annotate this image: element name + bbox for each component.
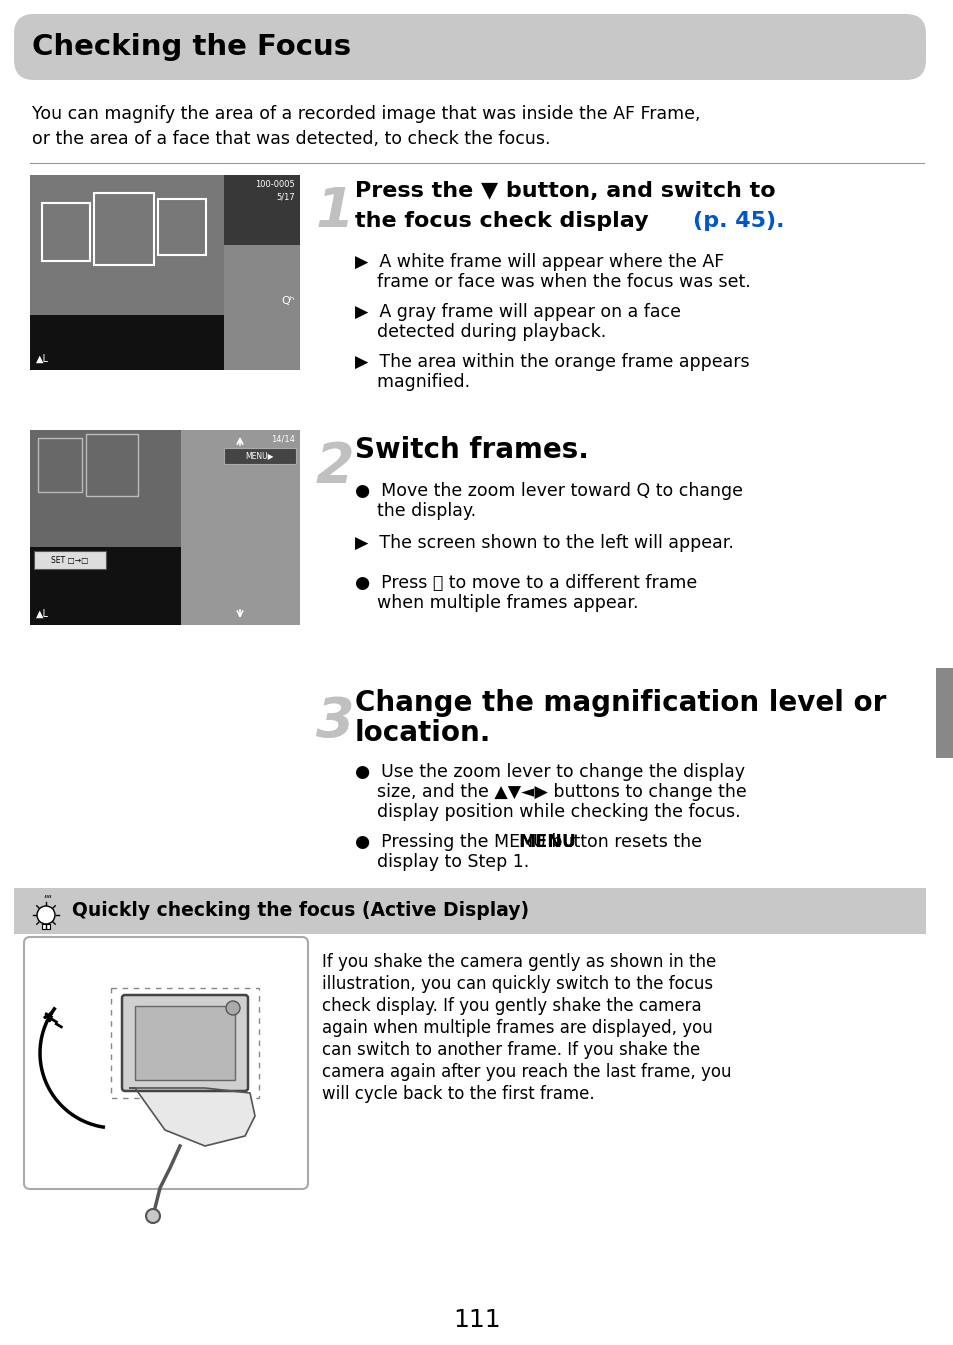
Text: ●  Move the zoom lever toward Q to change: ● Move the zoom lever toward Q to change xyxy=(355,482,742,500)
Text: Checking the Focus: Checking the Focus xyxy=(32,34,351,61)
Text: ▲L: ▲L xyxy=(36,354,49,364)
Bar xyxy=(30,430,181,547)
Text: check display. If you gently shake the camera: check display. If you gently shake the c… xyxy=(322,997,700,1015)
Text: 100-0005: 100-0005 xyxy=(255,180,294,190)
Text: Press the ▼ button, and switch to: Press the ▼ button, and switch to xyxy=(355,182,775,200)
Bar xyxy=(30,547,181,625)
Bar xyxy=(42,203,90,261)
Bar xyxy=(86,434,138,496)
Text: MENU: MENU xyxy=(517,833,576,851)
FancyBboxPatch shape xyxy=(14,13,925,79)
Bar xyxy=(30,430,299,625)
Text: frame or face was when the focus was set.: frame or face was when the focus was set… xyxy=(355,273,750,291)
Text: 14/14: 14/14 xyxy=(271,434,294,444)
Text: MENU▶: MENU▶ xyxy=(246,452,274,460)
Bar xyxy=(14,888,925,933)
Text: location.: location. xyxy=(355,720,491,746)
Text: again when multiple frames are displayed, you: again when multiple frames are displayed… xyxy=(322,1020,712,1037)
Bar xyxy=(94,192,153,265)
Bar xyxy=(34,551,106,569)
Text: size, and the ▲▼◄▶ buttons to change the: size, and the ▲▼◄▶ buttons to change the xyxy=(355,783,746,802)
Text: magnified.: magnified. xyxy=(355,373,470,391)
Text: If you shake the camera gently as shown in the: If you shake the camera gently as shown … xyxy=(322,954,716,971)
FancyBboxPatch shape xyxy=(122,995,248,1091)
Bar xyxy=(158,199,206,256)
Text: You can magnify the area of a recorded image that was inside the AF Frame,
or th: You can magnify the area of a recorded i… xyxy=(32,105,700,148)
Text: will cycle back to the first frame.: will cycle back to the first frame. xyxy=(322,1085,594,1103)
Bar xyxy=(224,245,299,370)
Text: ●  Use the zoom lever to change the display: ● Use the zoom lever to change the displ… xyxy=(355,763,744,781)
Text: the display.: the display. xyxy=(355,502,476,521)
Text: ●  Press Ⓛ to move to a different frame: ● Press Ⓛ to move to a different frame xyxy=(355,574,697,592)
Text: detected during playback.: detected during playback. xyxy=(355,323,605,342)
Text: Qʰ: Qʰ xyxy=(281,296,294,305)
Text: 5/17: 5/17 xyxy=(276,192,294,200)
Circle shape xyxy=(146,1209,160,1223)
Bar xyxy=(38,438,82,492)
Bar xyxy=(30,175,224,315)
Bar xyxy=(42,924,50,929)
Text: can switch to another frame. If you shake the: can switch to another frame. If you shak… xyxy=(322,1041,700,1059)
Text: 2: 2 xyxy=(315,440,355,494)
Text: camera again after you reach the last frame, you: camera again after you reach the last fr… xyxy=(322,1063,731,1081)
Text: 3: 3 xyxy=(315,695,355,749)
Text: Switch frames.: Switch frames. xyxy=(355,436,588,464)
Text: Quickly checking the focus (Active Display): Quickly checking the focus (Active Displ… xyxy=(71,901,529,920)
FancyBboxPatch shape xyxy=(24,937,308,1189)
Text: ▶  The screen shown to the left will appear.: ▶ The screen shown to the left will appe… xyxy=(355,534,733,551)
Bar xyxy=(30,175,299,370)
Text: (p. 45).: (p. 45). xyxy=(692,211,783,231)
Circle shape xyxy=(226,1001,240,1015)
Polygon shape xyxy=(130,1088,254,1146)
Text: display position while checking the focus.: display position while checking the focu… xyxy=(355,803,740,820)
Text: ●  Pressing the MENU button resets the: ● Pressing the MENU button resets the xyxy=(355,833,701,851)
Text: ʺʺ: ʺʺ xyxy=(44,896,52,907)
Text: ▶  A gray frame will appear on a face: ▶ A gray frame will appear on a face xyxy=(355,303,680,321)
Bar xyxy=(111,989,258,1098)
Text: the focus check display: the focus check display xyxy=(355,211,656,231)
Text: ▶  A white frame will appear where the AF: ▶ A white frame will appear where the AF xyxy=(355,253,723,270)
Circle shape xyxy=(37,907,55,924)
Bar xyxy=(935,668,953,759)
Text: when multiple frames appear.: when multiple frames appear. xyxy=(355,594,638,612)
Bar xyxy=(224,448,295,464)
Bar xyxy=(181,430,299,625)
Text: SET □→□: SET □→□ xyxy=(51,555,89,565)
Text: ▶  The area within the orange frame appears: ▶ The area within the orange frame appea… xyxy=(355,352,749,371)
Text: Change the magnification level or: Change the magnification level or xyxy=(355,689,885,717)
Text: 111: 111 xyxy=(453,1307,500,1332)
Text: 1: 1 xyxy=(315,186,355,239)
Text: illustration, you can quickly switch to the focus: illustration, you can quickly switch to … xyxy=(322,975,713,993)
Bar xyxy=(224,175,299,245)
Text: ▲L: ▲L xyxy=(36,609,49,619)
Bar xyxy=(135,1006,234,1080)
Text: display to Step 1.: display to Step 1. xyxy=(355,853,529,872)
